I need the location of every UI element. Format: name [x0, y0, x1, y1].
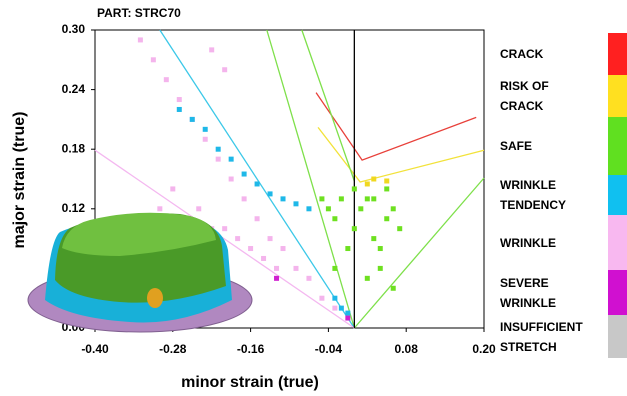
point: [306, 276, 311, 281]
point: [352, 226, 357, 231]
point: [352, 186, 357, 191]
legend-swatch: [608, 315, 627, 358]
point: [157, 206, 162, 211]
point: [177, 97, 182, 102]
x-tick-label: -0.40: [81, 342, 109, 356]
point: [196, 206, 201, 211]
point: [242, 172, 247, 177]
legend-label: CRACK: [500, 44, 584, 64]
legend-swatch: [608, 75, 627, 117]
point: [384, 178, 389, 183]
point: [255, 181, 260, 186]
point: [345, 246, 350, 251]
point: [365, 196, 370, 201]
x-tick-label: 0.08: [395, 342, 419, 356]
point: [339, 306, 344, 311]
point: [203, 137, 208, 142]
point: [248, 246, 253, 251]
part-image: [28, 213, 252, 332]
legend-swatch: [608, 175, 627, 215]
point: [274, 276, 279, 281]
point: [190, 117, 195, 122]
point: [332, 296, 337, 301]
point: [306, 206, 311, 211]
point: [138, 37, 143, 42]
point: [384, 186, 389, 191]
point: [216, 157, 221, 162]
y-tick-label: 0.12: [62, 201, 86, 215]
legend-swatch: [608, 215, 627, 270]
point: [378, 246, 383, 251]
point: [371, 177, 376, 182]
legend-label: WRINKLE: [500, 233, 584, 253]
point: [216, 147, 221, 152]
point: [242, 196, 247, 201]
point: [391, 286, 396, 291]
point: [365, 181, 370, 186]
x-axis-label: minor strain (true): [181, 374, 319, 391]
point: [255, 216, 260, 221]
limit-line: [318, 127, 484, 182]
point: [365, 276, 370, 281]
point: [319, 196, 324, 201]
point: [397, 226, 402, 231]
point: [339, 196, 344, 201]
limit-line: [302, 30, 355, 181]
point: [281, 196, 286, 201]
point: [293, 266, 298, 271]
legend-swatch: [608, 117, 627, 175]
legend-label: SAFE: [500, 136, 584, 156]
point: [235, 236, 240, 241]
legend-label: SEVERE WRINKLE: [500, 273, 584, 313]
point: [293, 201, 298, 206]
y-tick-label: 0.24: [62, 82, 86, 96]
point: [345, 311, 350, 316]
point: [274, 266, 279, 271]
limit-line: [316, 93, 476, 161]
point: [332, 306, 337, 311]
point: [268, 236, 273, 241]
point: [319, 296, 324, 301]
point: [384, 216, 389, 221]
y-tick-label: 0.30: [62, 22, 86, 36]
x-tick-label: -0.04: [315, 342, 343, 356]
y-tick-label: 0.18: [62, 141, 86, 155]
x-tick-label: -0.16: [237, 342, 265, 356]
point: [332, 266, 337, 271]
legend-swatch: [608, 33, 627, 75]
page: PART: STRC70 major strain (true) minor s…: [0, 0, 627, 396]
limit-line: [267, 30, 355, 328]
point: [378, 266, 383, 271]
point: [391, 206, 396, 211]
legend-label: WRINKLE TENDENCY: [500, 175, 584, 215]
point: [332, 216, 337, 221]
point: [203, 127, 208, 132]
x-tick-label: -0.28: [159, 342, 187, 356]
legend-label: INSUFFICIENT STRETCH: [500, 317, 584, 357]
point: [222, 226, 227, 231]
x-tick-label: 0.20: [472, 342, 496, 356]
point: [261, 256, 266, 261]
point: [326, 206, 331, 211]
point: [358, 206, 363, 211]
point: [229, 157, 234, 162]
y-axis-label: major strain (true): [11, 112, 28, 249]
point: [170, 186, 175, 191]
point: [371, 236, 376, 241]
legend-swatch: [608, 270, 627, 315]
point: [177, 107, 182, 112]
point: [371, 196, 376, 201]
point: [222, 67, 227, 72]
point: [229, 177, 234, 182]
point: [268, 191, 273, 196]
point: [209, 47, 214, 52]
chart-title: PART: STRC70: [97, 6, 181, 20]
point: [281, 246, 286, 251]
legend-label: RISK OF CRACK: [500, 76, 584, 116]
point: [345, 316, 350, 321]
point: [164, 77, 169, 82]
point: [151, 57, 156, 62]
